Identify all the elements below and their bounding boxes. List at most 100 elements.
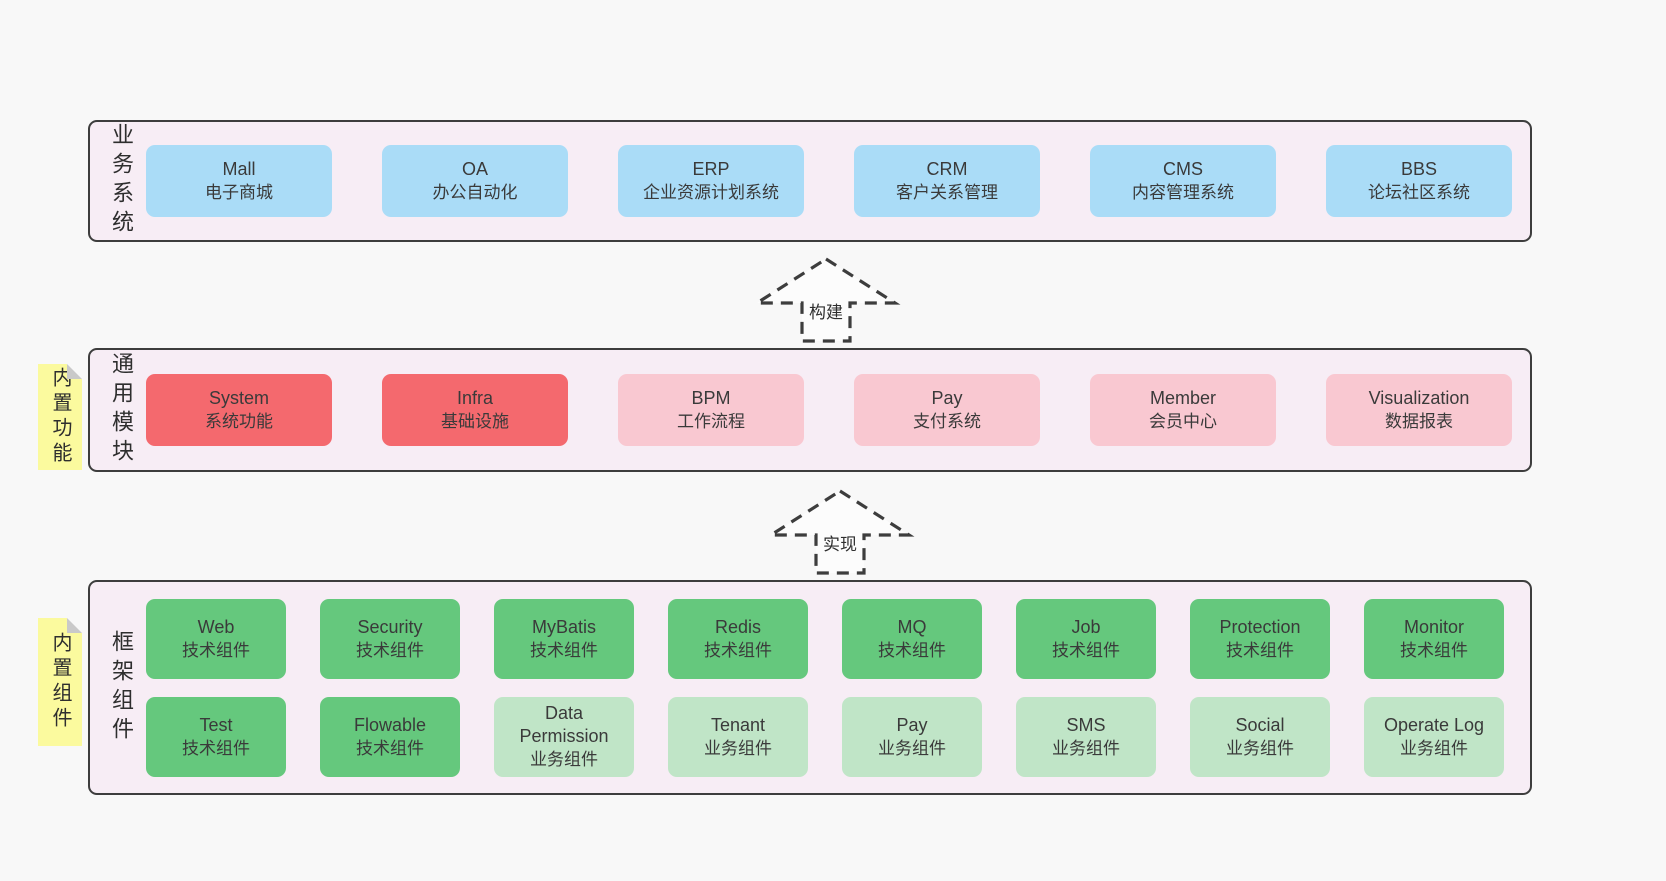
card-name: CRM xyxy=(926,159,968,179)
folded-corner-icon xyxy=(67,364,82,379)
card-subtitle: 电子商城 xyxy=(205,183,273,202)
card-erp: ERP 企业资源计划系统 xyxy=(618,145,804,217)
card-name: Visualization xyxy=(1368,388,1470,408)
card-sms: SMS 业务组件 xyxy=(1016,696,1156,777)
card-name: Job xyxy=(1071,616,1101,637)
card-pay-business: Pay 业务组件 xyxy=(842,696,982,777)
band-rows: System 系统功能 Infra 基础设施 BPM 工作流程 Pay 支付系统… xyxy=(146,374,1530,446)
card-name: CMS xyxy=(1163,159,1203,179)
card-subtitle: 论坛社区系统 xyxy=(1368,183,1470,202)
card-security: Security 技术组件 xyxy=(320,598,460,679)
card-name: BBS xyxy=(1400,159,1438,179)
card-subtitle: 业务组件 xyxy=(1052,738,1120,758)
folded-corner-icon xyxy=(67,618,82,633)
band-framework-components: 框架组件 Web 技术组件 Security 技术组件 MyBatis 技术组件… xyxy=(88,580,1532,795)
band-business-systems: 业务系统 Mall 电子商城 OA 办公自动化 ERP 企业资源计划系统 CRM… xyxy=(88,120,1532,242)
arrow-implement-label: 实现 xyxy=(823,535,857,554)
card-name: System xyxy=(208,388,269,408)
card-row: System 系统功能 Infra 基础设施 BPM 工作流程 Pay 支付系统… xyxy=(146,374,1530,446)
card-name: Social xyxy=(1235,714,1285,735)
card-row: Web 技术组件 Security 技术组件 MyBatis 技术组件 Redi… xyxy=(146,598,1530,679)
card-subtitle: 技术组件 xyxy=(1400,640,1468,660)
card-name: Data Permission xyxy=(519,703,609,746)
card-name: Monitor xyxy=(1403,616,1465,637)
card-job: Job 技术组件 xyxy=(1016,598,1156,679)
card-name: Redis xyxy=(714,616,762,637)
card-name: Flowable xyxy=(353,714,427,735)
arrow-implement: 实现 xyxy=(765,488,915,576)
card-name: OA xyxy=(461,159,488,179)
card-crm: CRM 客户关系管理 xyxy=(854,145,1040,217)
card-operate-log: Operate Log 业务组件 xyxy=(1364,696,1504,777)
card-mybatis: MyBatis 技术组件 xyxy=(494,598,634,679)
card-name: Web xyxy=(197,616,235,637)
card-member: Member 会员中心 xyxy=(1090,374,1276,446)
card-redis: Redis 技术组件 xyxy=(668,598,808,679)
card-name: Pay xyxy=(896,714,928,735)
card-infra: Infra 基础设施 xyxy=(382,374,568,446)
card-test: Test 技术组件 xyxy=(146,696,286,777)
card-subtitle: 技术组件 xyxy=(356,738,424,758)
card-subtitle: 支付系统 xyxy=(913,412,981,431)
card-subtitle: 技术组件 xyxy=(182,640,250,660)
card-name: SMS xyxy=(1066,714,1106,735)
card-subtitle: 会员中心 xyxy=(1149,412,1217,431)
card-oa: OA 办公自动化 xyxy=(382,145,568,217)
card-subtitle: 办公自动化 xyxy=(432,183,518,202)
card-subtitle: 业务组件 xyxy=(878,738,946,758)
sticky-note-text: 内置组件 xyxy=(49,632,71,732)
card-subtitle: 数据报表 xyxy=(1385,412,1453,431)
card-name: Mall xyxy=(222,159,256,179)
card-flowable: Flowable 技术组件 xyxy=(320,696,460,777)
card-mall: Mall 电子商城 xyxy=(146,145,332,217)
card-bbs: BBS 论坛社区系统 xyxy=(1326,145,1512,217)
sticky-note-text: 内置功能 xyxy=(49,367,71,467)
card-name: BPM xyxy=(691,388,731,408)
card-name: MQ xyxy=(897,616,927,637)
arrow-build: 构建 xyxy=(751,256,901,344)
card-tenant: Tenant 业务组件 xyxy=(668,696,808,777)
card-name: Member xyxy=(1149,388,1216,408)
card-pay: Pay 支付系统 xyxy=(854,374,1040,446)
band-common-modules: 通用模块 System 系统功能 Infra 基础设施 BPM 工作流程 Pay… xyxy=(88,348,1532,472)
card-subtitle: 技术组件 xyxy=(704,640,772,660)
card-subtitle: 工作流程 xyxy=(677,412,745,431)
card-name: MyBatis xyxy=(531,616,596,637)
card-visualization: Visualization 数据报表 xyxy=(1326,374,1512,446)
card-subtitle: 业务组件 xyxy=(1226,738,1294,758)
card-subtitle: 业务组件 xyxy=(530,750,598,769)
dashed-up-arrow-icon xyxy=(765,489,915,575)
card-subtitle: 系统功能 xyxy=(205,412,273,431)
card-name: Test xyxy=(199,714,233,735)
band-label-common-modules: 通用模块 xyxy=(109,352,134,468)
card-web: Web 技术组件 xyxy=(146,598,286,679)
card-subtitle: 技术组件 xyxy=(1226,640,1294,660)
card-subtitle: 业务组件 xyxy=(704,738,772,758)
band-label-business-systems: 业务系统 xyxy=(109,123,134,239)
card-subtitle: 技术组件 xyxy=(182,738,250,758)
card-bpm: BPM 工作流程 xyxy=(618,374,804,446)
card-name: Tenant xyxy=(710,714,766,735)
card-name: Pay xyxy=(931,388,963,408)
card-name: Infra xyxy=(456,388,494,408)
card-protection: Protection 技术组件 xyxy=(1190,598,1330,679)
card-subtitle: 技术组件 xyxy=(878,640,946,660)
card-data-permission: Data Permission 业务组件 xyxy=(494,696,634,777)
arrow-build-label: 构建 xyxy=(809,303,843,322)
band-rows: Web 技术组件 Security 技术组件 MyBatis 技术组件 Redi… xyxy=(146,598,1530,777)
card-cms: CMS 内容管理系统 xyxy=(1090,145,1276,217)
card-subtitle: 基础设施 xyxy=(441,412,509,431)
card-subtitle: 内容管理系统 xyxy=(1132,183,1234,202)
card-subtitle: 技术组件 xyxy=(530,640,598,660)
card-name: Security xyxy=(357,616,423,637)
card-subtitle: 技术组件 xyxy=(1052,640,1120,660)
sticky-note-builtin-features: 内置功能 xyxy=(38,364,82,470)
card-subtitle: 客户关系管理 xyxy=(896,183,998,202)
card-name: Operate Log xyxy=(1383,714,1485,735)
card-subtitle: 企业资源计划系统 xyxy=(643,183,779,202)
card-system: System 系统功能 xyxy=(146,374,332,446)
dashed-up-arrow-icon xyxy=(751,257,901,343)
sticky-note-builtin-components: 内置组件 xyxy=(38,618,82,746)
band-label-framework-components: 框架组件 xyxy=(109,629,134,746)
